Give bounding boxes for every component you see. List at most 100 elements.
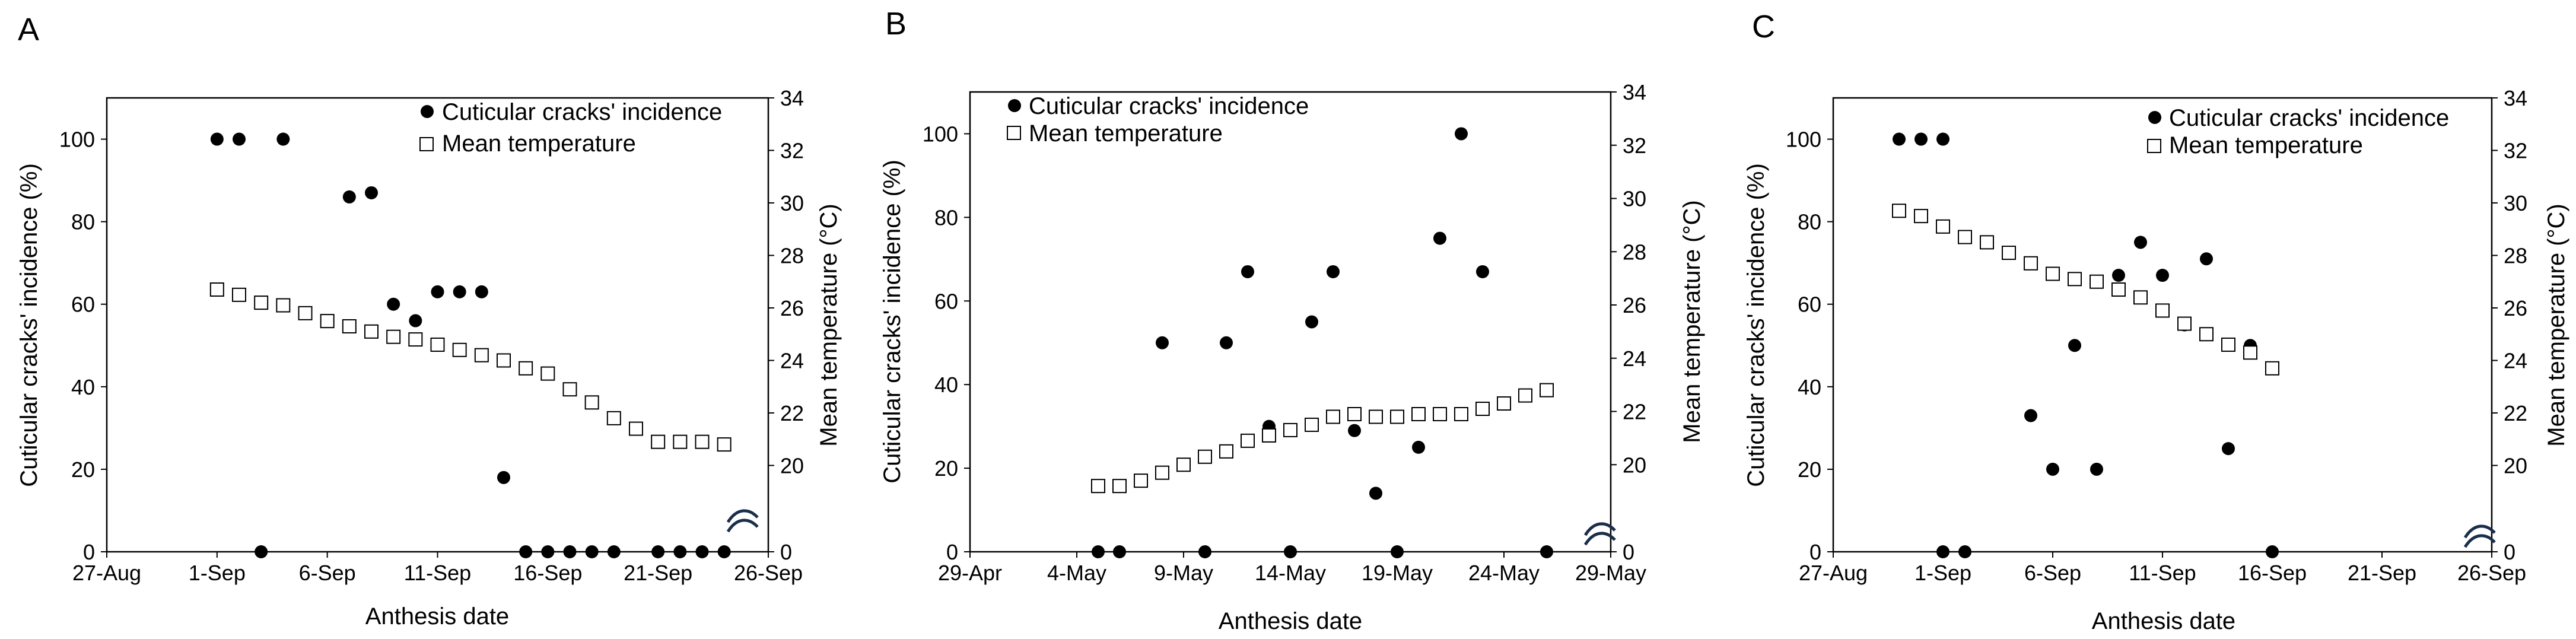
right-y-tick-label: 24	[780, 349, 804, 373]
right-y-axis: 0 20 22 24 26 28 30 32 34	[768, 86, 804, 564]
panel-letter: B	[885, 6, 907, 42]
incidence-point	[717, 545, 731, 558]
legend-label-temperature: Mean temperature	[442, 131, 636, 157]
incidence-point	[651, 545, 665, 558]
panel-a: A 27-Aug 1-Sep 6-Sep 11-Sep 16-Sep 21-Sep 26-S…	[16, 12, 842, 630]
temperature-point	[1914, 209, 1928, 224]
temperature-point	[540, 366, 555, 381]
x-tick-label: 24-May	[1468, 561, 1540, 585]
x-tick-label: 27-Aug	[1799, 561, 1868, 585]
incidence-point	[1476, 265, 1489, 278]
left-y-tick-label: 20	[934, 456, 958, 481]
incidence-point	[2090, 462, 2103, 476]
temperature-point	[1475, 402, 1490, 417]
panel-c: C 27-Aug 1-Sep 6-Sep 11-Sep 16-Sep 21-Sep 26-S…	[1743, 9, 2569, 634]
left-y-tick-label: 0	[946, 540, 958, 564]
left-y-axis: 0 20 40 60 80 100	[923, 122, 970, 564]
incidence-point	[607, 545, 621, 558]
left-y-tick-label: 60	[1798, 293, 1821, 317]
temperature-point	[2002, 246, 2016, 260]
temperature-point	[1540, 383, 1554, 398]
incidence-point	[431, 285, 444, 298]
x-tick-label: 6-Sep	[2024, 561, 2081, 585]
incidence-point	[673, 545, 687, 558]
left-y-tick-label: 60	[71, 293, 95, 317]
right-y-tick-label: 20	[780, 454, 804, 478]
temperature-point	[1497, 396, 1511, 411]
right-y-tick-label: 28	[780, 244, 804, 268]
x-tick-label: 16-Sep	[2238, 561, 2307, 585]
incidence-point	[1958, 545, 1971, 558]
right-y-axis-title: Mean temperature (°C)	[1679, 200, 1705, 443]
temperature-point	[1433, 406, 1447, 421]
incidence-point	[1220, 336, 1233, 349]
temperature-point	[1369, 409, 1383, 424]
plot-area	[209, 132, 732, 558]
right-y-tick-label: 28	[2504, 244, 2527, 268]
incidence-point	[2134, 236, 2147, 249]
incidence-point	[1284, 545, 1297, 558]
right-y-tick-label: 34	[780, 86, 804, 110]
incidence-point	[2200, 252, 2213, 266]
left-y-axis-title: Cuticular cracks' incidence (%)	[16, 163, 42, 487]
right-y-tick-label: 32	[780, 139, 804, 163]
temperature-point	[1454, 406, 1468, 421]
incidence-point	[1433, 231, 1446, 245]
x-axis: 29-Apr 4-May 9-May 14-May 19-May 24-May 29-May	[938, 552, 1646, 585]
x-tick-label: 11-Sep	[404, 561, 471, 585]
legend-label-incidence: Cuticular cracks' incidence	[442, 99, 722, 125]
temperature-point	[1326, 409, 1340, 424]
left-y-tick-label: 20	[1798, 457, 1821, 482]
temperature-point	[695, 434, 710, 449]
temperature-point	[2265, 361, 2279, 376]
left-y-tick-label: 100	[1786, 128, 1821, 152]
right-y-axis: 0 20 22 24 26 28 30 32 34	[1611, 80, 1646, 564]
legend: Cuticular cracks' incidence Mean tempera…	[419, 99, 722, 157]
temperature-point	[1155, 465, 1169, 480]
legend-label-incidence: Cuticular cracks' incidence	[2169, 105, 2449, 131]
incidence-point	[1893, 132, 1906, 146]
temperature-point	[584, 395, 599, 410]
incidence-point	[276, 132, 290, 146]
x-tick-label: 9-May	[1154, 561, 1213, 585]
right-y-tick-label: 24	[1623, 346, 1646, 371]
x-axis: 27-Aug 1-Sep 6-Sep 11-Sep 16-Sep 21-Sep 26-Sep	[72, 552, 803, 585]
plot-area	[1892, 132, 2279, 558]
legend: Cuticular cracks' incidence Mean tempera…	[2147, 105, 2449, 158]
temperature-point	[1283, 422, 1297, 437]
left-y-tick-label: 0	[1809, 540, 1821, 564]
left-y-tick-label: 0	[83, 540, 95, 564]
incidence-point	[342, 190, 356, 204]
x-axis: 27-Aug 1-Sep 6-Sep 11-Sep 16-Sep 21-Sep 26-Sep	[1799, 552, 2526, 585]
incidence-point	[1540, 545, 1553, 558]
left-y-axis-title: Cuticular cracks' incidence (%)	[1743, 163, 1769, 487]
temperature-point	[2133, 290, 2148, 305]
x-tick-label: 29-May	[1575, 561, 1646, 585]
temperature-point	[452, 342, 467, 357]
incidence-point	[1914, 132, 1928, 146]
incidence-point	[1198, 545, 1211, 558]
right-y-tick-label: 22	[780, 401, 804, 425]
legend-label-temperature: Mean temperature	[2169, 132, 2363, 158]
left-y-tick-label: 80	[71, 210, 95, 234]
right-y-tick-label: 22	[1623, 400, 1646, 424]
right-y-axis: 0 20 22 24 26 28 30 32 34	[2492, 86, 2527, 564]
axis-break-icon	[726, 509, 759, 533]
legend-label-temperature: Mean temperature	[1029, 120, 1223, 147]
legend-marker-incidence	[1008, 99, 1021, 112]
left-y-axis: 0 20 40 60 80 100	[1786, 128, 1833, 564]
right-y-tick-label: 24	[2504, 349, 2527, 373]
x-tick-label: 16-Sep	[513, 561, 582, 585]
incidence-point	[1455, 127, 1468, 141]
incidence-point	[1348, 424, 1361, 437]
temperature-point	[342, 319, 357, 333]
incidence-point	[2156, 269, 2169, 282]
x-tick-label: 29-Apr	[938, 561, 1002, 585]
legend-marker-temperature	[2147, 139, 2161, 153]
temperature-point	[1347, 406, 1362, 421]
temperature-point	[298, 306, 313, 320]
left-y-axis-title: Cuticular cracks' incidence (%)	[879, 160, 905, 484]
x-tick-label: 6-Sep	[299, 561, 356, 585]
temperature-point	[232, 287, 246, 302]
left-y-tick-label: 80	[1798, 210, 1821, 234]
